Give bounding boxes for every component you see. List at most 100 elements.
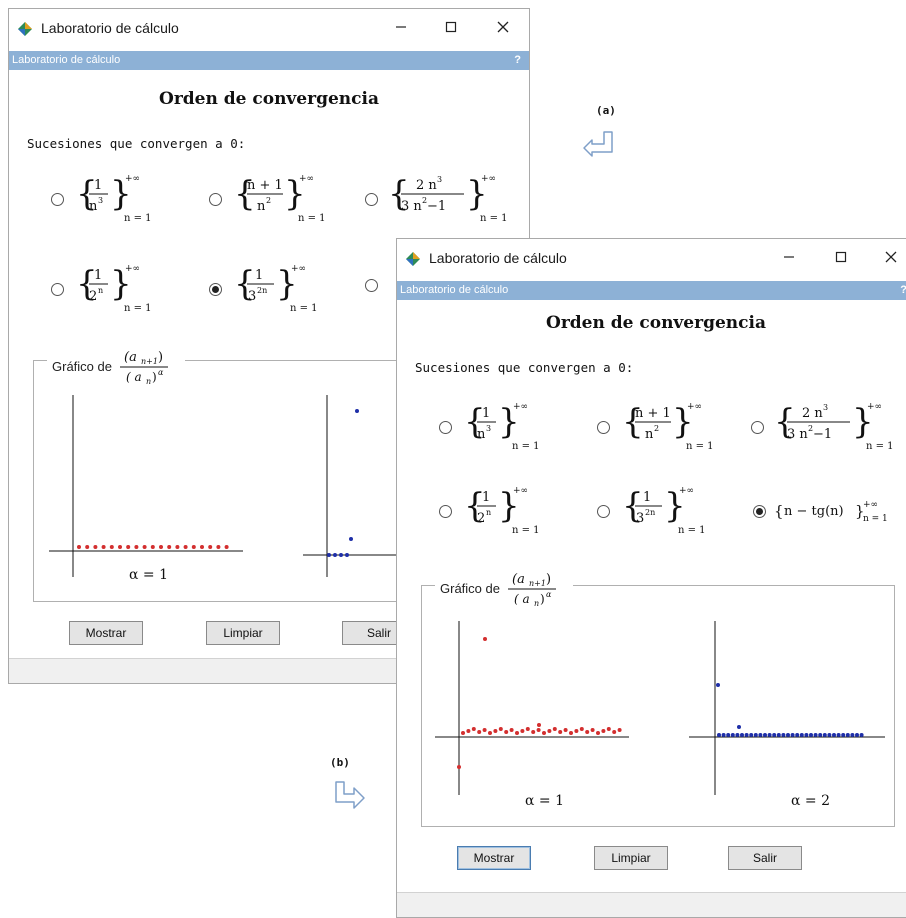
svg-text:{: { <box>464 402 486 442</box>
data-point <box>536 728 541 732</box>
exit-button[interactable]: Salir <box>728 846 802 870</box>
svg-text:{: { <box>76 264 98 304</box>
title-bar: Laboratorio de cálculo <box>9 9 529 49</box>
sequence-option-1[interactable]: { 1 n 3 } +∞ n = 1 <box>439 397 544 457</box>
svg-text:n = 1: n = 1 <box>124 213 152 224</box>
svg-text:n = 1: n = 1 <box>124 303 152 314</box>
svg-text:2: 2 <box>89 289 97 304</box>
graph-legend-label: Gráfico de <box>440 580 500 596</box>
sequence-option-3[interactable]: { 2 n 3 3 n 2 −1 } +∞ n = 1 <box>365 169 508 229</box>
ratio-formula: (a n+1 ) ( a n ) α <box>507 572 556 608</box>
data-point <box>504 730 509 734</box>
plot-alpha-2 <box>689 621 885 795</box>
sequence-option-6[interactable]: { n − tg(n) } +∞ n = 1 <box>753 481 892 541</box>
sequence-option-2[interactable]: { n + 1 n 2 } +∞ n = 1 <box>597 397 716 457</box>
data-point <box>349 537 353 541</box>
data-point <box>142 545 147 549</box>
maximize-button[interactable] <box>431 15 471 43</box>
arrow-a-icon <box>583 131 613 157</box>
close-button[interactable] <box>871 245 906 273</box>
formula-1-over-2n: { 1 2 n } +∞ n = 1 <box>464 486 540 536</box>
formula-1-over-2n: { 1 2 n } +∞ n = 1 <box>76 264 152 314</box>
svg-text:1: 1 <box>94 268 102 283</box>
svg-text:3: 3 <box>823 403 828 412</box>
data-point <box>85 545 90 549</box>
data-point <box>216 545 221 549</box>
data-point <box>200 545 204 549</box>
data-point <box>809 733 813 737</box>
sequence-option-5[interactable]: { 1 3 2n } +∞ n = 1 <box>597 481 712 541</box>
data-point <box>461 731 465 735</box>
data-point <box>737 725 741 729</box>
minimize-button[interactable] <box>381 15 421 43</box>
data-point <box>850 733 855 737</box>
svg-text:−1: −1 <box>813 427 832 442</box>
radio-button[interactable] <box>597 504 610 518</box>
show-button[interactable]: Mostrar <box>69 621 143 645</box>
alpha-label-right: α = 2 <box>791 793 830 809</box>
maximize-icon <box>835 251 847 263</box>
svg-text:): ) <box>546 572 551 587</box>
panel-header-bar: Laboratorio de cálculo ? <box>9 51 529 70</box>
svg-text:+∞: +∞ <box>291 264 306 274</box>
sequences-prompt: Sucesiones que convergen a 0: <box>27 136 246 151</box>
radio-button[interactable] <box>439 504 452 518</box>
help-button[interactable]: ? <box>900 281 906 300</box>
svg-text:{: { <box>622 486 644 526</box>
maximize-button[interactable] <box>821 245 861 273</box>
svg-text:−1: −1 <box>427 199 446 214</box>
svg-text:n: n <box>89 199 98 214</box>
svg-text:1: 1 <box>94 178 102 193</box>
radio-button[interactable] <box>51 282 64 296</box>
close-button[interactable] <box>483 15 523 43</box>
data-point <box>558 730 563 734</box>
svg-text:}: } <box>855 502 865 520</box>
minimize-button[interactable] <box>769 245 809 273</box>
radio-button[interactable] <box>439 420 452 434</box>
svg-text:{: { <box>774 502 784 520</box>
data-point <box>740 733 744 737</box>
data-point <box>531 730 536 734</box>
plot-alpha-1 <box>49 395 243 577</box>
help-button[interactable]: ? <box>514 54 521 66</box>
data-point <box>721 733 726 737</box>
sequence-option-2[interactable]: { n + 1 n 2 } +∞ n = 1 <box>209 169 328 229</box>
radio-button[interactable] <box>597 420 610 434</box>
svg-text:}: } <box>284 174 306 214</box>
data-point <box>818 733 823 737</box>
data-point <box>781 733 786 737</box>
clear-button[interactable]: Limpiar <box>594 846 668 870</box>
sequence-option-3[interactable]: { 2 n 3 3 n 2 −1 } +∞ n = 1 <box>751 397 894 457</box>
data-point <box>542 731 546 735</box>
plot-alpha-2 <box>303 395 409 577</box>
svg-text:1: 1 <box>255 268 263 283</box>
data-point <box>93 545 98 549</box>
clear-button[interactable]: Limpiar <box>206 621 280 645</box>
show-button[interactable]: Mostrar <box>457 846 531 870</box>
sequence-option-4[interactable]: { 1 2 n } +∞ n = 1 <box>51 259 156 319</box>
sequence-option-5[interactable]: { 1 3 2n } +∞ n = 1 <box>209 259 324 319</box>
radio-button[interactable] <box>51 192 64 206</box>
radio-button[interactable] <box>365 192 378 206</box>
formula-2n3-over-3n2-minus-1: { 2 n 3 3 n 2 −1 } +∞ n = 1 <box>774 402 894 452</box>
data-point <box>477 730 482 734</box>
sequence-option-4[interactable]: { 1 2 n } +∞ n = 1 <box>439 481 544 541</box>
radio-button[interactable] <box>751 420 764 434</box>
radio-button-selected[interactable] <box>209 282 222 296</box>
svg-text:+∞: +∞ <box>863 500 878 510</box>
svg-text:n = 1: n = 1 <box>678 525 706 536</box>
radio-button[interactable] <box>365 279 378 292</box>
svg-text:}: } <box>276 264 298 304</box>
radio-button-selected[interactable] <box>753 504 766 518</box>
svg-text:2: 2 <box>266 196 271 205</box>
sequence-option-1[interactable]: { 1 n 3 } +∞ n = 1 <box>51 169 156 229</box>
svg-text:): ) <box>158 350 163 365</box>
svg-text:n + 1: n + 1 <box>247 178 283 193</box>
radio-button[interactable] <box>209 192 222 206</box>
data-point <box>191 545 196 549</box>
data-point <box>483 637 487 641</box>
data-point <box>547 729 552 733</box>
data-point <box>520 729 525 733</box>
sequence-option-6[interactable] <box>365 279 384 292</box>
svg-text:n = 1: n = 1 <box>290 303 318 314</box>
